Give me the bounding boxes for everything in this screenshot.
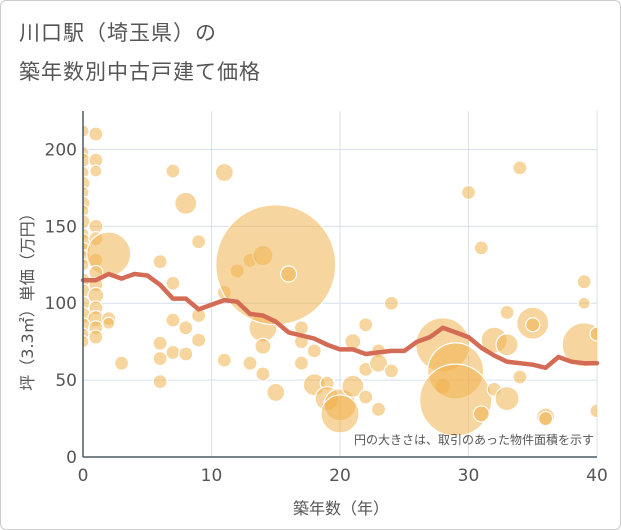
data-bubble — [242, 355, 258, 371]
data-bubble — [88, 329, 104, 345]
data-bubble — [280, 265, 298, 283]
data-bubble — [214, 162, 234, 183]
x-axis-label: 築年数（年） — [293, 499, 389, 518]
x-tick-label: 40 — [586, 466, 608, 486]
data-bubble — [191, 234, 207, 250]
data-bubble — [512, 160, 528, 176]
x-tick-label: 30 — [458, 466, 480, 486]
data-bubble — [370, 401, 387, 417]
data-bubble — [174, 191, 198, 215]
data-bubble — [266, 382, 286, 403]
data-bubble — [165, 344, 181, 361]
data-bubble — [472, 405, 490, 423]
data-bubble — [152, 335, 168, 351]
x-tick-label: 20 — [329, 466, 351, 486]
chart-title-line2: 築年数別中古戸建て価格 — [19, 60, 261, 84]
data-bubble — [83, 204, 90, 218]
y-tick-label: 200 — [45, 140, 77, 160]
data-bubble — [165, 163, 181, 179]
data-bubble — [383, 363, 399, 379]
data-bubble — [499, 304, 515, 321]
data-bubble — [178, 320, 194, 336]
data-bubble — [152, 254, 168, 270]
data-bubble — [165, 312, 181, 328]
data-bubble — [525, 317, 541, 333]
data-bubble — [102, 316, 116, 330]
data-bubble — [512, 369, 528, 385]
data-bubble — [576, 274, 592, 290]
data-bubble — [165, 275, 181, 291]
data-bubble — [494, 385, 520, 412]
data-bubble — [419, 363, 493, 437]
data-bubble — [89, 164, 103, 178]
axes: 0 50 100 150 200 0 10 20 30 40 — [45, 111, 608, 486]
data-bubble — [255, 366, 271, 382]
data-bubble — [88, 126, 104, 142]
data-bubble — [460, 184, 477, 201]
data-bubble — [216, 352, 232, 368]
y-axis-label: 坪（3.3㎡）単価（万円） — [18, 205, 37, 390]
data-bubble — [83, 258, 90, 272]
data-bubble — [341, 374, 365, 398]
data-bubble — [306, 343, 322, 359]
data-bubble — [113, 355, 130, 371]
data-bubble — [473, 240, 489, 256]
x-tick-label: 0 — [78, 466, 89, 486]
y-tick-label: 100 — [45, 294, 77, 314]
data-bubble — [320, 394, 360, 434]
y-tick-label: 0 — [66, 448, 77, 468]
x-tick-label: 10 — [201, 466, 223, 486]
data-bubble — [83, 165, 90, 180]
data-bubble — [383, 295, 399, 311]
data-bubble — [358, 389, 374, 405]
y-tick-label: 50 — [55, 371, 77, 391]
data-bubble — [152, 374, 168, 390]
data-bubble — [589, 326, 597, 342]
y-tick-label: 150 — [45, 217, 77, 237]
data-bubble — [83, 185, 90, 200]
data-bubble — [537, 410, 554, 427]
data-bubble — [293, 355, 310, 371]
chart-title-line1: 川口駅（埼玉県）の — [19, 21, 217, 45]
data-bubble — [215, 204, 337, 326]
data-bubble — [561, 322, 597, 368]
size-annotation: 円の大きさは、取引のあった物件面積を示す — [354, 432, 594, 447]
data-bubble — [83, 335, 90, 349]
data-bubble — [495, 333, 519, 357]
data-bubble — [358, 317, 374, 333]
trend-layer — [80, 271, 600, 371]
data-bubble — [577, 296, 591, 310]
data-bubble — [178, 346, 194, 362]
data-bubble — [254, 337, 272, 355]
trend-line — [80, 271, 600, 371]
data-bubble — [589, 403, 597, 419]
data-bubble — [191, 332, 207, 348]
data-bubble — [152, 350, 168, 367]
